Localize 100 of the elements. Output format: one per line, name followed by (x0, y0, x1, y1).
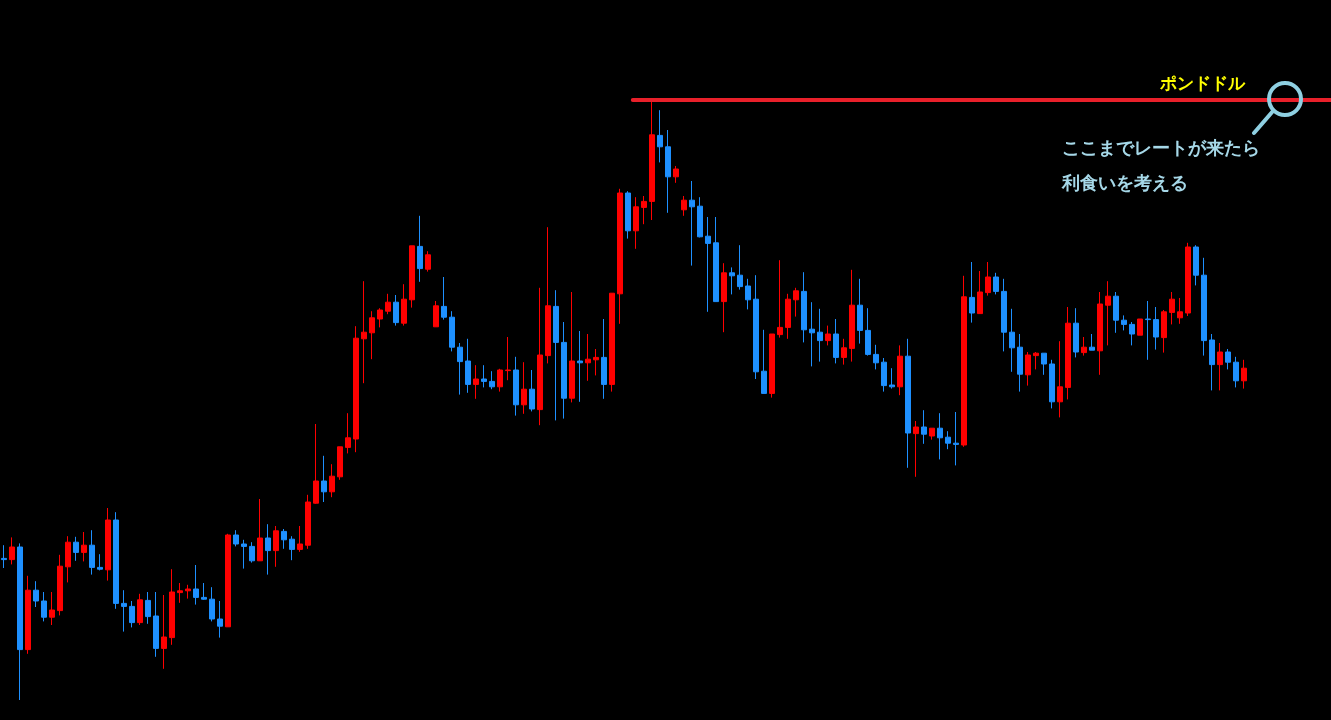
candlestick (161, 594, 167, 670)
candlestick (865, 307, 871, 357)
candlestick (1161, 309, 1167, 354)
candlestick (625, 190, 631, 240)
candlestick (585, 333, 591, 382)
annotation: ここまでレートが来たら (1062, 136, 1260, 158)
candlestick (993, 272, 999, 295)
candlestick (649, 99, 655, 221)
candlestick (1057, 340, 1063, 418)
candlestick (657, 109, 663, 163)
candlestick (513, 356, 519, 417)
candlestick (737, 244, 743, 291)
candlestick (681, 195, 687, 217)
candlestick (1049, 359, 1055, 409)
candlestick (633, 196, 639, 250)
candlestick (385, 293, 391, 315)
candlestick (929, 427, 935, 441)
candlestick (361, 280, 367, 384)
candlestick (1089, 333, 1095, 351)
candlestick (441, 276, 447, 321)
candlestick (449, 310, 455, 352)
candlestick (1233, 356, 1239, 388)
candlestick (569, 291, 575, 403)
candlestick (849, 269, 855, 363)
candlestick (265, 523, 271, 576)
candlestick (1137, 318, 1143, 336)
candlestick (1065, 306, 1071, 400)
candlestick (97, 553, 103, 571)
candlestick (193, 564, 199, 606)
candlestick (769, 333, 775, 399)
candlestick (185, 584, 191, 600)
candlestick (401, 283, 407, 327)
candlestick (369, 310, 375, 360)
candlestick (329, 463, 335, 498)
candlestick (1217, 342, 1223, 391)
candlestick (1193, 244, 1199, 286)
candlestick (1113, 291, 1119, 334)
candlestick (897, 344, 903, 396)
candlestick (665, 129, 671, 214)
candlestick (473, 364, 479, 400)
candlestick (249, 541, 255, 564)
candlestick (481, 364, 487, 388)
candlestick (721, 262, 727, 333)
candlestick (273, 525, 279, 568)
candlestick (833, 318, 839, 364)
candlestick (81, 531, 87, 562)
candlestick (857, 278, 863, 345)
candlestick (561, 321, 567, 420)
candlestick (233, 529, 239, 547)
candlestick (281, 528, 287, 550)
candlestick (129, 600, 135, 628)
candlestick (177, 582, 183, 604)
candlestick (201, 582, 207, 601)
candlestick (537, 287, 543, 426)
candlestick (889, 367, 895, 390)
candlestick (345, 412, 351, 454)
candlestick (1241, 359, 1247, 390)
candlestick (137, 593, 143, 626)
candlestick (761, 329, 767, 394)
candlestick (9, 536, 15, 565)
candlestick (1121, 314, 1127, 331)
candlestick (601, 318, 607, 400)
candlestick (1153, 306, 1159, 351)
candlestick (689, 180, 695, 267)
candlestick (713, 216, 719, 303)
candlestick (673, 165, 679, 184)
candlestick (49, 591, 55, 626)
candlestick (305, 494, 311, 550)
candlestick (1017, 333, 1023, 393)
candlestick (505, 336, 511, 381)
candlestick (465, 338, 471, 394)
candlestick (65, 535, 71, 583)
candlestick (937, 412, 943, 460)
candlestick (73, 536, 79, 562)
candlestick (241, 539, 247, 570)
candlestick (1, 544, 7, 569)
candlestick (57, 554, 63, 616)
candlestick (841, 338, 847, 366)
candlestick (1177, 297, 1183, 325)
candlestick (113, 511, 119, 610)
candlestick (337, 446, 343, 481)
candlestick (225, 533, 231, 628)
candlestick (529, 369, 535, 412)
candlestick (961, 275, 967, 448)
candlestick (353, 325, 359, 453)
candlestick (777, 259, 783, 339)
candlestick (905, 338, 911, 469)
candlestick (809, 301, 815, 367)
candlestick (1185, 242, 1191, 317)
candlestick (705, 216, 711, 313)
candlestick (105, 507, 111, 582)
candlestick (1073, 307, 1079, 358)
candlestick (881, 357, 887, 393)
candlestick (617, 188, 623, 325)
candlestick (1025, 351, 1031, 387)
candlestick (89, 529, 95, 576)
candlestick (25, 575, 31, 655)
candlestick (921, 409, 927, 445)
candlestick (489, 370, 495, 390)
candlestick (169, 568, 175, 646)
